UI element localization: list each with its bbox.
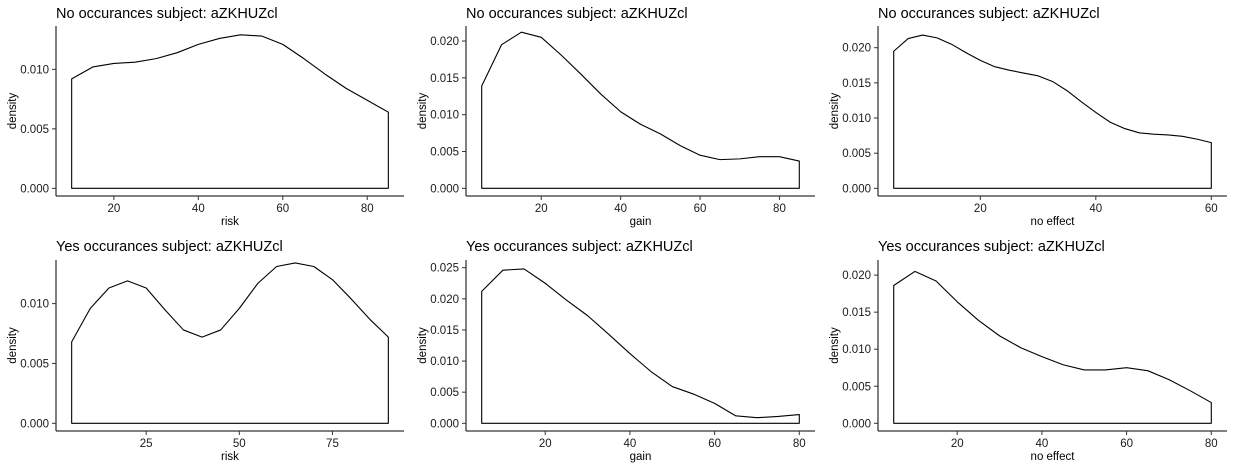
y-tick-label: 0.010 <box>430 110 459 122</box>
x-tick-label: 75 <box>326 438 339 450</box>
x-tick-label: 40 <box>624 438 637 450</box>
x-tick-label: 60 <box>1205 203 1218 215</box>
x-tick-label: 60 <box>1120 438 1133 450</box>
y-axis-title: density <box>829 93 841 130</box>
x-axis-title: gain <box>630 451 652 463</box>
density-curve <box>893 34 1212 189</box>
x-axis-title: risk <box>221 216 239 228</box>
x-tick-label: 40 <box>192 203 205 215</box>
x-tick-label: 40 <box>1036 438 1049 450</box>
density-panel-4: Yes occurances subject: aZKHUZcl 0.000 0.0… <box>7 239 404 463</box>
density-panel-2: No occurances subject: aZKHUZcl 0.000 0.00… <box>417 6 815 228</box>
panel-title: Yes occurances subject: aZKHUZcl <box>56 239 283 255</box>
x-tick-label: 60 <box>708 438 721 450</box>
panel-title: No occurances subject: aZKHUZcl <box>466 6 688 22</box>
x-tick-label: 20 <box>535 203 548 215</box>
y-tick-label: 0.020 <box>430 294 459 306</box>
y-tick-label: 0.005 <box>430 147 459 159</box>
y-tick-label: 0.015 <box>430 73 459 85</box>
y-tick-label: 0.015 <box>430 325 459 337</box>
density-panel-3: No occurances subject: aZKHUZcl 0.000 0.00… <box>829 6 1227 228</box>
x-tick-label: 80 <box>793 438 806 450</box>
density-panel-6: Yes occurances subject: aZKHUZcl 0.000 0.0… <box>829 239 1227 463</box>
y-tick-label: 0.025 <box>430 263 459 275</box>
x-tick-label: 50 <box>233 438 246 450</box>
y-tick-label: 0.010 <box>842 344 871 356</box>
density-curve <box>481 268 800 424</box>
density-panel-1: No occurances subject: aZKHUZcl 0.000 0.00… <box>7 6 404 228</box>
y-tick-label: 0.000 <box>20 183 49 195</box>
x-tick-label: 80 <box>1205 438 1218 450</box>
density-panel-5: Yes occurances subject: aZKHUZcl 0.000 0.0… <box>417 239 815 463</box>
x-axis-title: risk <box>221 451 239 463</box>
density-curve <box>71 34 389 189</box>
y-tick-label: 0.005 <box>20 358 49 370</box>
x-tick-label: 25 <box>140 438 153 450</box>
density-curve <box>893 270 1212 424</box>
y-tick-label: 0.020 <box>842 43 871 55</box>
x-tick-label: 20 <box>107 203 120 215</box>
y-tick-label: 0.005 <box>20 124 49 136</box>
y-tick-label: 0.010 <box>20 64 49 76</box>
x-axis-title: no effect <box>1031 216 1076 228</box>
y-tick-label: 0.010 <box>842 113 871 125</box>
y-tick-label: 0.000 <box>430 183 459 195</box>
x-tick-label: 60 <box>694 203 707 215</box>
y-tick-label: 0.005 <box>842 381 871 393</box>
y-tick-label: 0.000 <box>20 418 49 430</box>
x-tick-label: 40 <box>614 203 627 215</box>
x-tick-label: 60 <box>276 203 289 215</box>
y-tick-label: 0.005 <box>842 148 871 160</box>
x-tick-label: 20 <box>539 438 552 450</box>
x-tick-label: 20 <box>974 203 987 215</box>
y-axis-title: density <box>417 93 429 130</box>
x-axis-title: no effect <box>1031 451 1076 463</box>
panel-title: Yes occurances subject: aZKHUZcl <box>878 239 1105 255</box>
x-tick-label: 20 <box>951 438 964 450</box>
panel-title: No occurances subject: aZKHUZcl <box>878 6 1100 22</box>
y-tick-label: 0.020 <box>842 270 871 282</box>
x-tick-label: 80 <box>773 203 786 215</box>
y-axis-title: density <box>829 327 841 364</box>
x-tick-label: 40 <box>1089 203 1102 215</box>
y-tick-label: 0.010 <box>430 356 459 368</box>
panel-title: No occurances subject: aZKHUZcl <box>56 6 278 22</box>
y-tick-label: 0.015 <box>842 307 871 319</box>
y-axis-title: density <box>417 327 429 364</box>
x-tick-label: 80 <box>361 203 374 215</box>
density-curve <box>481 31 800 189</box>
x-axis-title: gain <box>630 216 652 228</box>
panel-title: Yes occurances subject: aZKHUZcl <box>466 239 693 255</box>
y-tick-label: 0.005 <box>430 387 459 399</box>
y-axis-title: density <box>7 93 19 130</box>
y-tick-label: 0.010 <box>20 299 49 311</box>
y-tick-label: 0.020 <box>430 36 459 48</box>
y-tick-label: 0.000 <box>430 418 459 430</box>
density-curve <box>71 262 389 424</box>
y-tick-label: 0.015 <box>842 78 871 90</box>
y-tick-label: 0.000 <box>842 183 871 195</box>
y-tick-label: 0.000 <box>842 418 871 430</box>
y-axis-title: density <box>7 327 19 364</box>
